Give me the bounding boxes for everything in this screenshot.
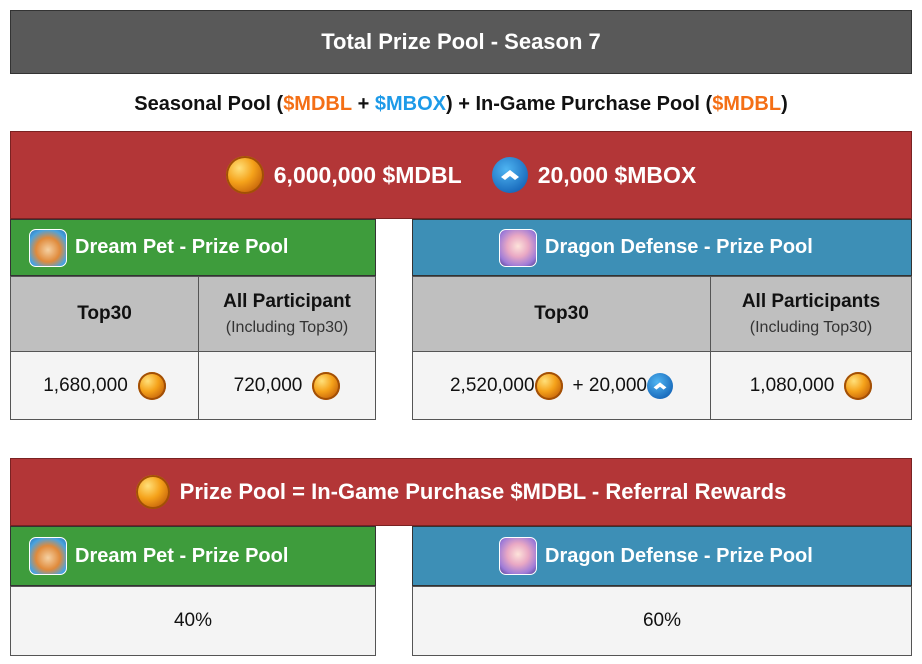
- dragon-defense-avatar: [499, 228, 537, 267]
- dragon-defense-header: Dragon Defense - Prize Pool: [412, 219, 912, 276]
- dragon-defense-header-label: Dragon Defense - Prize Pool: [545, 236, 813, 258]
- subtitle-mbox: $MBOX: [374, 92, 446, 115]
- dragon-defense-all-header: All Participants (Including Top30): [710, 276, 912, 352]
- top30-label: Top30: [77, 303, 132, 324]
- in-game-formula: Prize Pool = In-Game Purchase $MDBL - Re…: [179, 479, 787, 504]
- dragon-defense-header: Dragon Defense - Prize Pool: [412, 526, 912, 586]
- dragon-defense-share-value: 60%: [642, 610, 682, 631]
- subtitle-text-1: Seasonal Pool (: [134, 92, 284, 115]
- dragon-defense-header-label: Dragon Defense - Prize Pool: [545, 544, 813, 567]
- all-participants-label: All Participants: [741, 291, 881, 312]
- dream-pet-share: 40%: [10, 586, 376, 656]
- mbox-coin-icon: [491, 157, 528, 193]
- dream-pet-avatar: [29, 228, 67, 267]
- mdbl-coin-icon: [534, 371, 563, 400]
- subtitle-text-4: ): [781, 92, 788, 115]
- dream-pet-top30-amount: 1,680,000: [43, 374, 128, 396]
- subtitle-mdbl: $MDBL: [283, 92, 353, 115]
- dream-pet-header: Dream Pet - Prize Pool: [10, 526, 376, 586]
- subtitle-mdbl-2: $MDBL: [712, 92, 782, 115]
- top30-label: Top30: [534, 303, 589, 324]
- dragon-defense-avatar: [499, 537, 537, 575]
- dragon-defense-share: 60%: [412, 586, 912, 656]
- dream-pet-header: Dream Pet - Prize Pool: [10, 219, 376, 276]
- dream-pet-avatar: [29, 537, 67, 575]
- dream-pet-top30-value: 1,680,000: [10, 351, 199, 420]
- dream-pet-share-value: 40%: [173, 610, 213, 631]
- dream-pet-header-label: Dream Pet - Prize Pool: [75, 236, 289, 258]
- in-game-formula-bar: Prize Pool = In-Game Purchase $MDBL - Re…: [10, 458, 912, 526]
- subtitle-text-3: ) + In-Game Purchase Pool (: [446, 92, 713, 115]
- mdbl-coin-icon: [312, 371, 341, 400]
- dragon-defense-all-amount: 1,080,000: [749, 374, 835, 396]
- dream-pet-top30-header: Top30: [10, 276, 199, 352]
- including-top30-note: (Including Top30): [749, 319, 873, 336]
- including-top30-note: (Including Top30): [225, 319, 349, 336]
- mdbl-coin-icon: [844, 371, 873, 400]
- dream-pet-all-header: All Participant (Including Top30): [198, 276, 376, 352]
- dragon-defense-top30-header: Top30: [412, 276, 711, 352]
- mdbl-total: 6,000,000 $MDBL: [273, 161, 462, 188]
- dream-pet-all-amount: 720,000: [233, 374, 303, 396]
- mbox-total: 20,000 $MBOX: [537, 161, 697, 188]
- dragon-defense-all-value: 1,080,000: [710, 351, 912, 420]
- mdbl-coin-icon: [137, 371, 166, 400]
- dream-pet-all-value: 720,000: [198, 351, 376, 420]
- dragon-defense-top30-mbox: + 20,000: [572, 374, 648, 396]
- dragon-defense-top30-mdbl: 2,520,000: [449, 374, 535, 396]
- seasonal-totals-bar: 6,000,000 $MDBL 20,000 $MBOX: [10, 131, 912, 219]
- mbox-coin-icon: [647, 372, 674, 399]
- dragon-defense-top30-value: 2,520,000 + 20,000: [412, 351, 711, 420]
- subtitle-text-2: +: [352, 92, 375, 115]
- all-participant-label: All Participant: [223, 291, 351, 312]
- mdbl-coin-icon: [225, 156, 264, 194]
- pool-subtitle: Seasonal Pool ($MDBL + $MBOX) + In-Game …: [10, 84, 912, 124]
- page-title: Total Prize Pool - Season 7: [10, 10, 912, 74]
- dream-pet-header-label: Dream Pet - Prize Pool: [75, 544, 289, 567]
- mdbl-coin-icon: [135, 475, 170, 509]
